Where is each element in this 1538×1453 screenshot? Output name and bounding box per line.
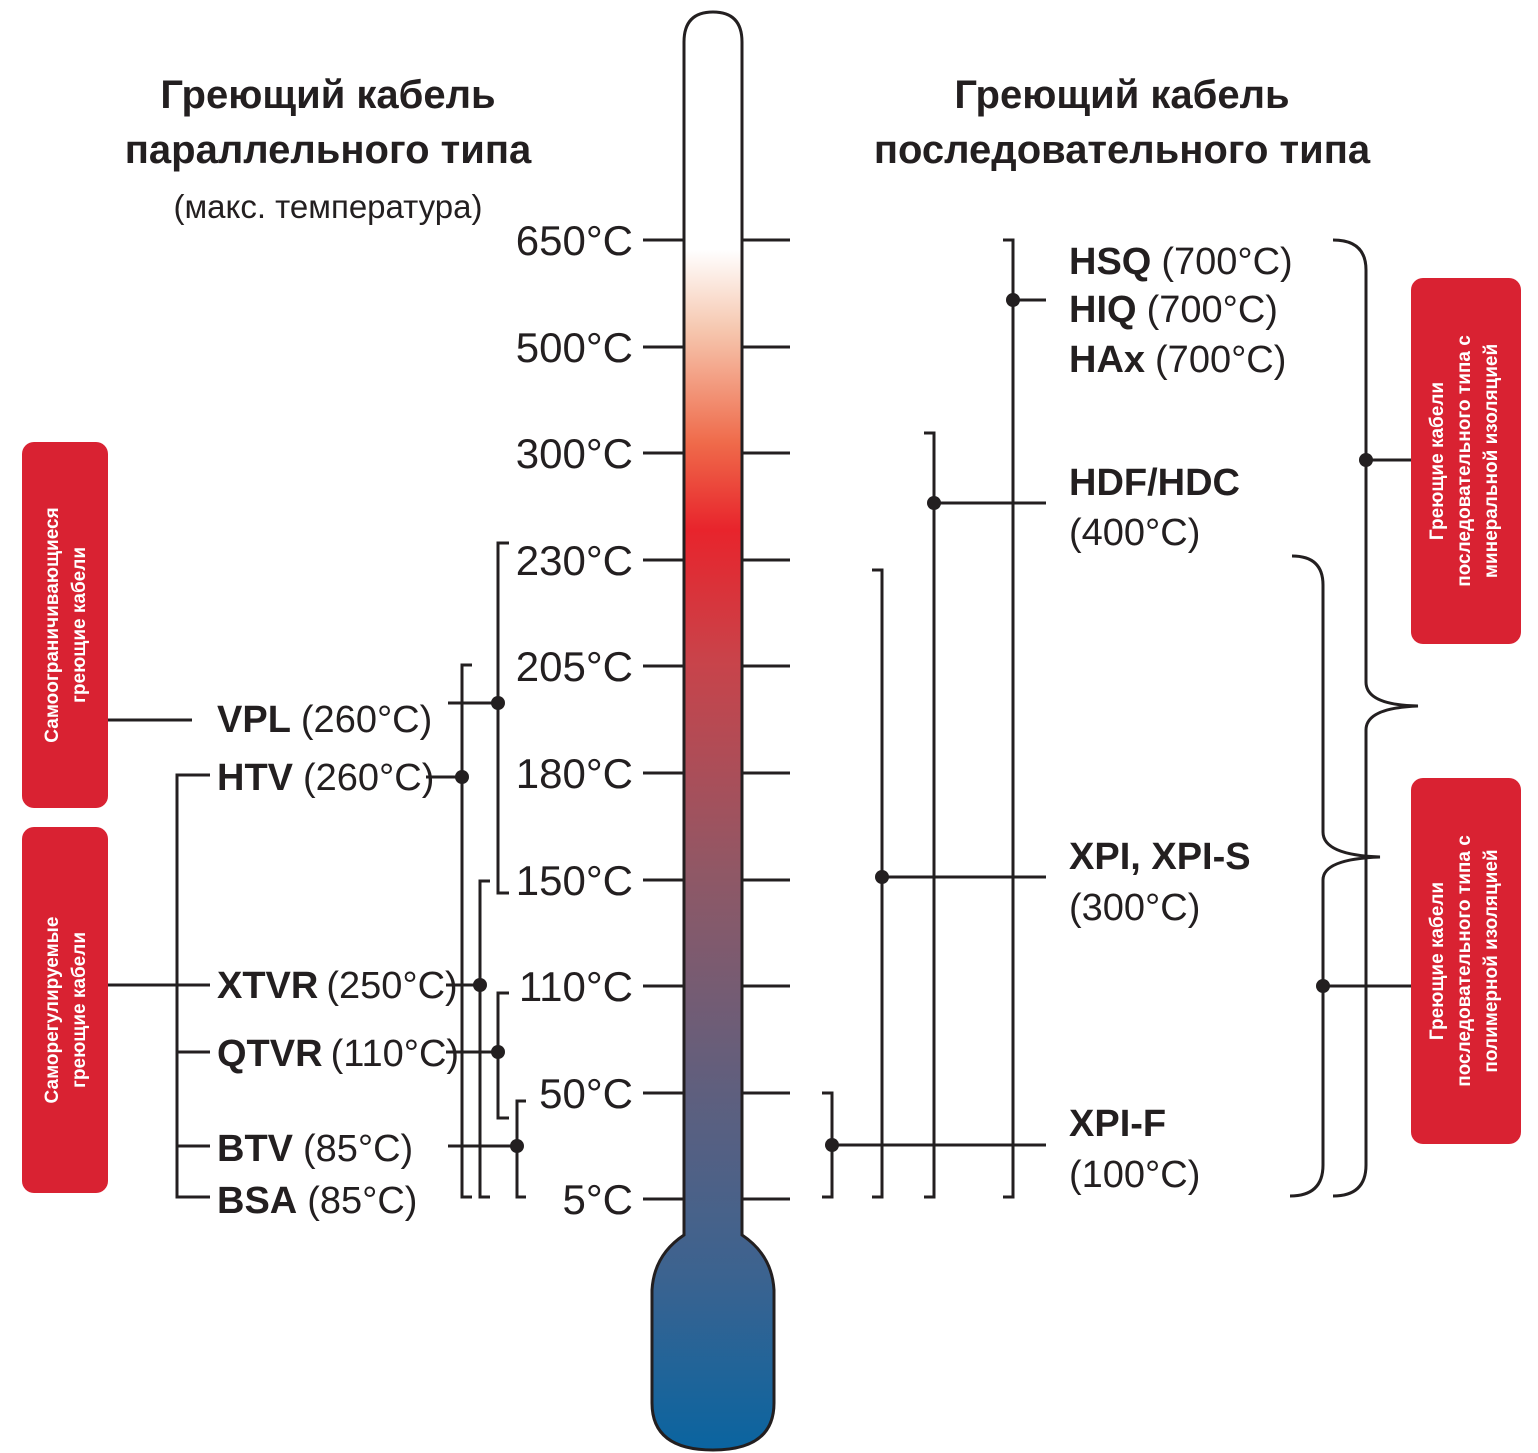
mineral-700-bracket xyxy=(1003,238,1015,1199)
mineral-curly-brace xyxy=(1332,238,1419,1198)
xpif-node xyxy=(825,1138,839,1152)
cable-vpl-name: VPL xyxy=(217,699,291,741)
box-mineral-line1: Греющие кабели xyxy=(1427,382,1448,540)
polymer-brace-node xyxy=(1316,979,1330,993)
box-self-regulating: Саморегулируемые греющие кабели xyxy=(22,827,108,1193)
scale-tick-label: 5°C xyxy=(563,1176,634,1223)
cable-hiq-temp: (700°C) xyxy=(1147,289,1278,331)
scale-tick-label: 300°C xyxy=(516,430,633,477)
htv-node xyxy=(455,770,469,784)
left-title-line1: Греющий кабель xyxy=(160,73,495,117)
cable-hdf-name: HDF/HDC xyxy=(1069,462,1240,504)
cable-vpl: VPL (260°C) xyxy=(217,699,432,741)
box-self-limiting-line2: греющие кабели xyxy=(69,547,90,703)
left-title-line2: параллельного типа xyxy=(125,128,532,172)
qtvr-node xyxy=(491,1045,505,1059)
cable-qtvr-temp: (110°C) xyxy=(331,1033,460,1075)
scale-tick-label: 150°C xyxy=(516,857,633,904)
right-connectors xyxy=(822,238,1419,1199)
cable-hax: HAx (700°C) xyxy=(1069,339,1286,381)
vpl-bracket xyxy=(496,541,509,895)
temperature-scale: 650°C 500°C 300°C 230°C 205°C 180°C 150°C 110°C… xyxy=(516,217,790,1223)
right-title-line2: последовательного типа xyxy=(874,128,1371,172)
cable-htv-temp: (260°C) xyxy=(303,757,434,799)
cable-hax-temp: (700°C) xyxy=(1155,339,1286,381)
cable-xtvr-name: XTVR xyxy=(217,965,318,1007)
thermometer xyxy=(650,10,776,1452)
box-polymer-insulation: Греющие кабели последовательного типа с … xyxy=(1411,778,1521,1144)
cable-xtvr: XTVR (250°C) xyxy=(217,965,458,1007)
cable-qtvr-name: QTVR xyxy=(217,1033,323,1075)
scale-tick-label: 650°C xyxy=(516,217,633,264)
box-self-limiting: Самоограничивающиеся греющие кабели xyxy=(22,442,108,808)
scale-tick-label: 110°C xyxy=(519,963,633,1010)
xtvr-node xyxy=(473,978,487,992)
box-self-regulating-line2: греющие кабели xyxy=(69,932,90,1088)
box-polymer-line3: полимерной изоляцией xyxy=(1481,849,1502,1072)
box-polymer-line2: последовательного типа с xyxy=(1454,835,1475,1087)
box-self-limiting-line1: Самоограничивающиеся xyxy=(42,507,63,742)
cable-hsq: HSQ (700°C) xyxy=(1069,241,1293,283)
hiq-node xyxy=(1006,293,1020,307)
cable-btv-name: BTV xyxy=(217,1128,294,1170)
cable-bsa-temp: (85°C) xyxy=(307,1180,417,1222)
box-mineral-insulation: Греющие кабели последовательного типа с … xyxy=(1411,278,1521,644)
box-mineral-line2: последовательного типа с xyxy=(1454,335,1475,587)
cable-xpif-name: XPI-F xyxy=(1069,1103,1166,1145)
vpl-node xyxy=(491,696,505,710)
cable-hsq-name: HSQ xyxy=(1069,241,1151,283)
xpi-node xyxy=(875,870,889,884)
thermometer-body xyxy=(650,10,776,1452)
cable-hiq: HIQ (700°C) xyxy=(1069,289,1278,331)
xtvr-bracket xyxy=(478,879,490,1199)
polymer-curly-brace xyxy=(1289,554,1381,1198)
cable-bsa-name: BSA xyxy=(217,1180,297,1222)
scale-tick-label: 205°C xyxy=(516,643,633,690)
htv-bracket xyxy=(460,663,472,1199)
box-self-regulating-line1: Саморегулируемые xyxy=(42,917,63,1104)
cable-xpif-temp: (100°C) xyxy=(1069,1154,1200,1196)
scale-tick-label: 500°C xyxy=(516,324,633,371)
cable-hiq-name: HIQ xyxy=(1069,289,1137,331)
left-connectors xyxy=(108,541,526,1199)
cable-btv-temp: (85°C) xyxy=(303,1128,413,1170)
cable-btv: BTV (85°C) xyxy=(217,1128,413,1170)
hdf-node xyxy=(927,496,941,510)
cable-bsa: BSA (85°C) xyxy=(217,1180,417,1222)
cable-hax-name: HAx xyxy=(1069,339,1145,381)
cable-hdf-temp: (400°C) xyxy=(1069,512,1200,554)
scale-tick-label: 180°C xyxy=(516,750,633,797)
cable-hsq-temp: (700°C) xyxy=(1161,241,1292,283)
box-mineral-line3: минеральной изоляцией xyxy=(1481,344,1502,578)
scale-tick-label: 230°C xyxy=(516,537,633,584)
right-title-line1: Греющий кабель xyxy=(954,73,1289,117)
btv-node xyxy=(510,1139,524,1153)
hdf-bracket xyxy=(924,431,936,1199)
cable-htv-name: HTV xyxy=(217,757,294,799)
cable-xtvr-temp: (250°C) xyxy=(326,965,457,1007)
box-polymer-line1: Греющие кабели xyxy=(1427,882,1448,1040)
mineral-brace-node xyxy=(1359,453,1373,467)
cable-xpi-temp: (300°C) xyxy=(1069,887,1200,929)
scale-tick-label: 50°C xyxy=(539,1070,633,1117)
cable-xpi-name: XPI, XPI-S xyxy=(1069,836,1251,878)
left-subtitle: (макс. температура) xyxy=(174,188,483,225)
cable-qtvr: QTVR (110°C) xyxy=(217,1033,459,1075)
cable-htv: HTV (260°C) xyxy=(217,757,434,799)
cable-vpl-temp: (260°C) xyxy=(301,699,432,741)
